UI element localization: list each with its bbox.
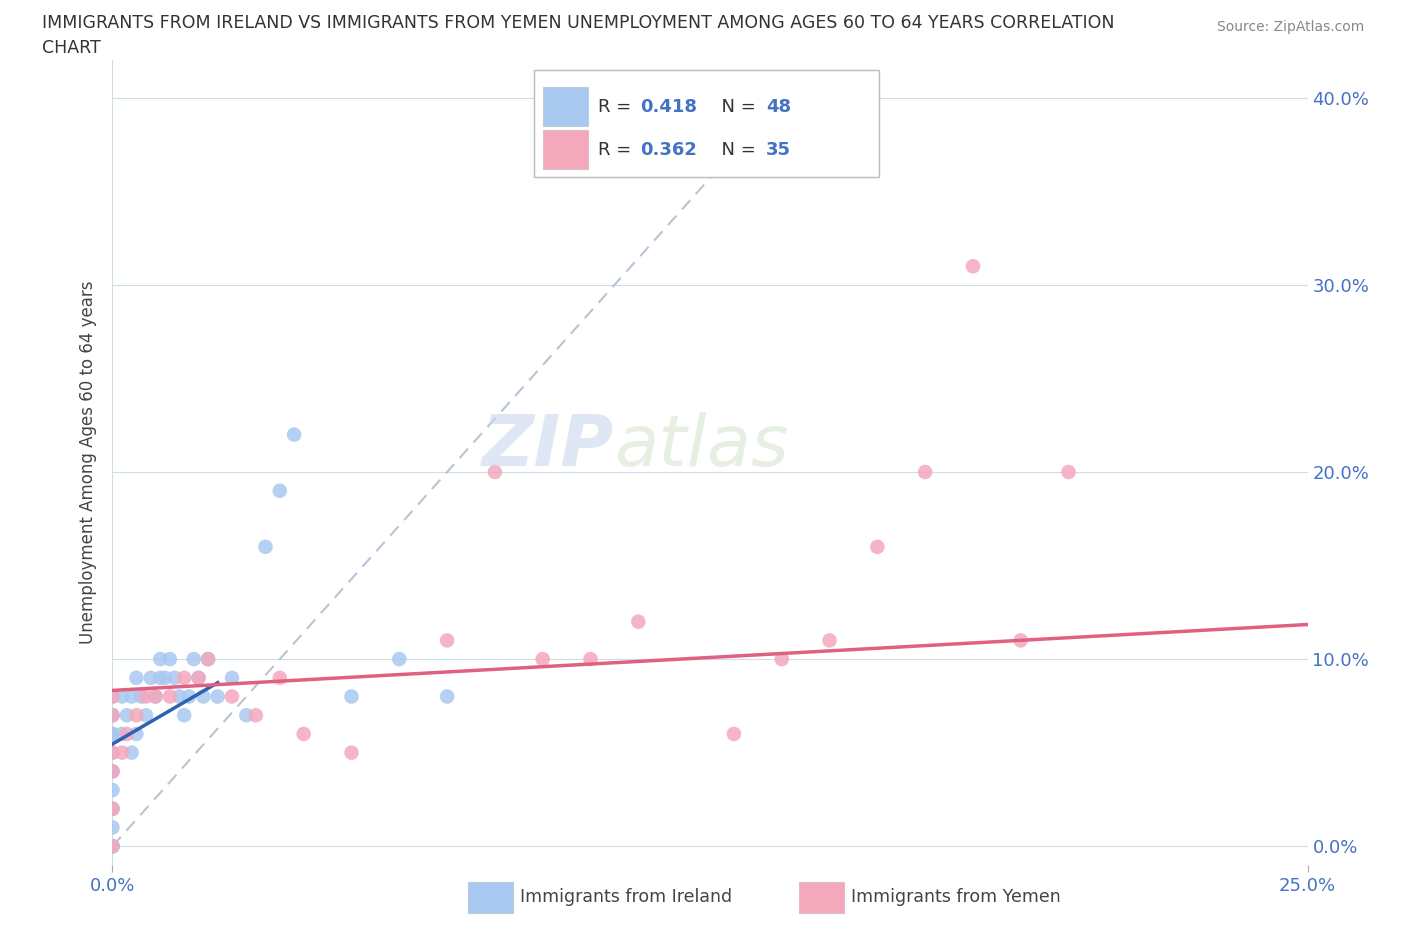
- Point: [101, 764, 124, 778]
- Point: [159, 652, 181, 667]
- Point: [101, 839, 124, 854]
- Point: [531, 652, 554, 667]
- Point: [125, 708, 148, 723]
- Point: [197, 652, 219, 667]
- Point: [163, 671, 186, 685]
- Point: [101, 839, 124, 854]
- Point: [340, 689, 363, 704]
- Point: [101, 689, 124, 704]
- Text: N =: N =: [710, 140, 762, 159]
- Point: [283, 427, 305, 442]
- Point: [121, 745, 143, 760]
- Point: [159, 689, 181, 704]
- Point: [101, 745, 124, 760]
- Point: [866, 539, 889, 554]
- Point: [1057, 465, 1080, 480]
- Text: R =: R =: [598, 98, 637, 116]
- Point: [207, 689, 229, 704]
- Point: [101, 764, 124, 778]
- Point: [135, 689, 157, 704]
- Point: [115, 726, 138, 741]
- Text: 35: 35: [766, 140, 792, 159]
- Text: N =: N =: [710, 98, 762, 116]
- Point: [101, 745, 124, 760]
- Point: [101, 726, 124, 741]
- Point: [111, 689, 134, 704]
- Point: [484, 465, 506, 480]
- Point: [292, 726, 315, 741]
- Text: 0.362: 0.362: [640, 140, 696, 159]
- Text: IMMIGRANTS FROM IRELAND VS IMMIGRANTS FROM YEMEN UNEMPLOYMENT AMONG AGES 60 TO 6: IMMIGRANTS FROM IRELAND VS IMMIGRANTS FR…: [42, 14, 1115, 32]
- Point: [111, 726, 134, 741]
- Point: [173, 708, 195, 723]
- Point: [153, 671, 176, 685]
- Point: [235, 708, 257, 723]
- Y-axis label: Unemployment Among Ages 60 to 64 years: Unemployment Among Ages 60 to 64 years: [79, 281, 97, 644]
- Point: [145, 689, 167, 704]
- Point: [183, 652, 205, 667]
- Point: [818, 633, 841, 648]
- Point: [1010, 633, 1032, 648]
- Text: Source: ZipAtlas.com: Source: ZipAtlas.com: [1216, 20, 1364, 34]
- Text: ZIP: ZIP: [482, 412, 614, 481]
- Point: [101, 783, 124, 798]
- Point: [145, 689, 167, 704]
- Point: [149, 652, 172, 667]
- Point: [221, 689, 243, 704]
- Point: [101, 708, 124, 723]
- Point: [139, 671, 162, 685]
- Point: [101, 839, 124, 854]
- Point: [101, 839, 124, 854]
- Point: [101, 802, 124, 817]
- Point: [388, 652, 411, 667]
- Point: [177, 689, 200, 704]
- Point: [115, 708, 138, 723]
- Point: [221, 671, 243, 685]
- Point: [197, 652, 219, 667]
- Point: [101, 708, 124, 723]
- Text: atlas: atlas: [614, 412, 789, 481]
- Point: [173, 671, 195, 685]
- Point: [436, 689, 458, 704]
- Point: [135, 708, 157, 723]
- Point: [101, 689, 124, 704]
- Point: [101, 726, 124, 741]
- Point: [269, 671, 291, 685]
- Point: [340, 745, 363, 760]
- Point: [245, 708, 267, 723]
- Point: [101, 839, 124, 854]
- Point: [770, 652, 793, 667]
- Text: Immigrants from Yemen: Immigrants from Yemen: [851, 888, 1060, 907]
- Text: 0.418: 0.418: [640, 98, 697, 116]
- Point: [129, 689, 152, 704]
- Point: [187, 671, 209, 685]
- Text: CHART: CHART: [42, 39, 101, 57]
- Point: [187, 671, 209, 685]
- Point: [436, 633, 458, 648]
- Point: [121, 689, 143, 704]
- Point: [149, 671, 172, 685]
- Point: [125, 726, 148, 741]
- Point: [169, 689, 191, 704]
- Point: [193, 689, 215, 704]
- Point: [101, 820, 124, 835]
- Point: [101, 764, 124, 778]
- Point: [627, 614, 650, 629]
- Text: Immigrants from Ireland: Immigrants from Ireland: [520, 888, 733, 907]
- Point: [101, 708, 124, 723]
- Point: [914, 465, 936, 480]
- Point: [723, 726, 745, 741]
- Point: [111, 745, 134, 760]
- Point: [962, 259, 984, 273]
- Point: [101, 802, 124, 817]
- Text: 48: 48: [766, 98, 792, 116]
- Point: [579, 652, 602, 667]
- Point: [254, 539, 277, 554]
- Point: [101, 802, 124, 817]
- Point: [125, 671, 148, 685]
- Point: [269, 484, 291, 498]
- Text: R =: R =: [598, 140, 637, 159]
